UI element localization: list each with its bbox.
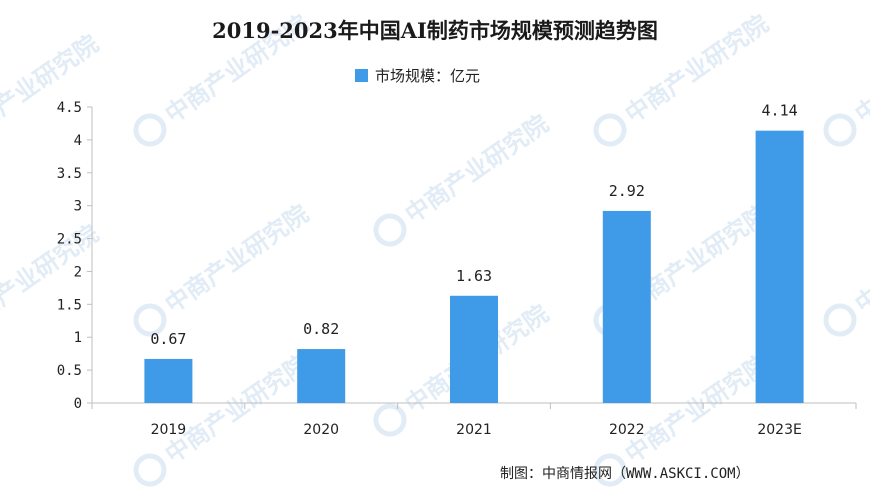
bar	[144, 358, 193, 403]
bar	[602, 210, 651, 403]
y-tick-label: 1.5	[57, 297, 82, 313]
watermark-text: 中商产业研究院	[0, 30, 104, 149]
watermark-logo	[133, 453, 167, 487]
bars	[144, 130, 804, 403]
x-category-label: 2019	[151, 422, 187, 438]
watermark-text: 中商产业研究院	[850, 10, 870, 129]
data-label: 2.92	[609, 182, 645, 200]
watermark-logo	[373, 213, 407, 247]
data-label: 1.63	[456, 267, 492, 285]
watermark-logo	[133, 303, 167, 337]
y-tick-label: 2.5	[57, 232, 82, 248]
y-tick-label: 1	[74, 330, 82, 346]
bar	[450, 295, 498, 403]
watermark-logo	[593, 453, 627, 487]
y-tick-label: 4.5	[57, 100, 82, 116]
legend-label: 市场规模：亿元	[375, 67, 480, 85]
y-tick-label: 0	[74, 396, 82, 412]
bar	[297, 349, 346, 403]
watermark-text: 中商产业研究院	[160, 200, 314, 319]
legend: 市场规模：亿元	[355, 67, 480, 85]
watermark-logo	[823, 113, 857, 147]
watermark-text: 中商产业研究院	[0, 220, 104, 339]
y-tick-label: 2	[74, 264, 82, 280]
x-category-label: 2020	[303, 422, 339, 438]
watermark: 中商产业研究院	[823, 200, 870, 337]
watermark-text: 中商产业研究院	[850, 200, 870, 319]
data-labels: 0.67 2019 0.82 2020 1.63 2021 2.92 2022 4.14 2023…	[150, 102, 802, 438]
watermark-logo	[823, 303, 857, 337]
data-label: 0.67	[150, 330, 186, 348]
watermark-logo	[373, 403, 407, 437]
x-category-label: 2022	[609, 422, 645, 438]
watermark-text: 中商产业研究院	[400, 110, 554, 229]
watermark-logo	[133, 113, 167, 147]
watermark: 中商产业研究院	[0, 30, 104, 149]
source-note: 制图：中商情报网（WWW.ASKCI.COM）	[500, 466, 750, 482]
legend-swatch	[355, 69, 368, 82]
data-label: 4.14	[762, 102, 798, 120]
watermark: 中商产业研究院	[0, 220, 104, 339]
y-tick-label: 0.5	[57, 363, 82, 379]
watermark: 中商产业研究院	[823, 10, 870, 147]
y-tick-label: 3.5	[57, 166, 82, 182]
x-category-label: 2023E	[757, 422, 801, 438]
data-label: 0.82	[303, 320, 339, 338]
watermark: 中商产业研究院	[133, 200, 314, 337]
watermark-logo	[593, 113, 627, 147]
bar	[755, 130, 804, 403]
y-tick-label: 4	[74, 133, 82, 149]
x-category-label: 2021	[456, 422, 492, 438]
chart-title: 2019-2023年中国AI制药市场规模预测趋势图	[212, 18, 658, 43]
y-tick-label: 3	[74, 199, 82, 215]
watermark: 中商产业研究院	[373, 110, 554, 247]
